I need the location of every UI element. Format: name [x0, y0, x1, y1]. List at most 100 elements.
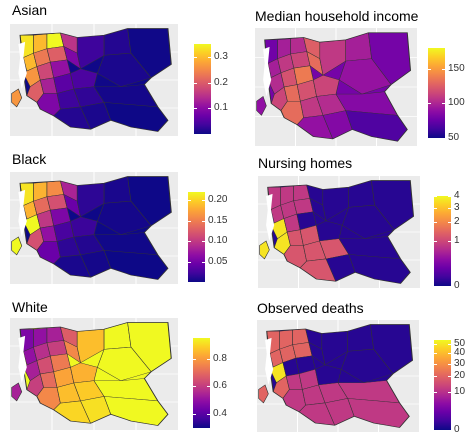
colorbar-tick-mark: [193, 414, 196, 416]
island-region: [256, 95, 267, 116]
map-region: [70, 362, 98, 384]
map-region: [103, 28, 132, 56]
colorbar-tick-mark: [448, 353, 451, 355]
colorbar-tick-mark: [202, 220, 205, 222]
colorbar-tick-mark: [442, 68, 445, 70]
colorbar-tick-label: 150: [448, 62, 465, 74]
island-region: [11, 88, 23, 108]
colorbar-tick-mark: [188, 241, 191, 243]
colorbar-tick-mark: [193, 358, 196, 360]
map-region: [103, 250, 169, 280]
panel-title: Median household income: [255, 8, 419, 24]
island-region: [11, 382, 23, 402]
colorbar-tick-label: 4: [454, 190, 460, 201]
colorbar-tick-label: 0.6: [213, 380, 227, 392]
colorbar-tick-mark: [194, 56, 197, 58]
colorbar-tick-label: 10: [454, 385, 466, 397]
colorbar-tick-mark: [207, 358, 210, 360]
map-region: [340, 348, 394, 383]
island-region: [258, 384, 269, 404]
colorbar-tick-mark: [434, 375, 437, 377]
colorbar-tick-label: 0.2: [214, 76, 228, 88]
colorbar-tick-mark: [442, 138, 445, 139]
colorbar-tick-mark: [194, 108, 197, 110]
colorbar-tick-mark: [194, 82, 197, 84]
colorbar-tick-label: 0.15: [208, 214, 228, 226]
map-region: [348, 254, 411, 284]
colorbar-tick-mark: [448, 222, 451, 224]
colorbar-tick-mark: [208, 108, 211, 110]
colorbar-tick-label: 40: [454, 347, 466, 359]
colorbar-tick-label: 0.4: [213, 408, 227, 420]
colorbar: [194, 44, 211, 134]
choropleth-map: [10, 24, 178, 136]
colorbar-tick-mark: [442, 103, 445, 105]
colorbar-tick-mark: [434, 286, 437, 287]
colorbar-tick-mark: [434, 353, 437, 355]
map-region: [341, 204, 395, 239]
colorbar-tick-label: 0.05: [208, 255, 228, 267]
county-outline: [264, 32, 412, 142]
choropleth-map: [10, 318, 178, 430]
colorbar-tick-mark: [448, 344, 451, 346]
colorbar-tick-mark: [428, 138, 431, 139]
colorbar-tick-mark: [193, 386, 196, 388]
map-region: [313, 74, 340, 97]
colorbar-tick-label: 0.10: [208, 235, 228, 247]
island-region: [11, 236, 23, 256]
colorbar: [434, 340, 451, 430]
map-region: [347, 324, 374, 352]
colorbar-tick-label: 1: [454, 235, 460, 246]
colorbar-tick-label: 0: [454, 280, 460, 291]
colorbar-tick-mark: [188, 200, 191, 202]
map-region: [348, 180, 375, 208]
colorbar-tick-label: 0.3: [214, 50, 228, 62]
colorbar-tick-mark: [448, 391, 451, 393]
colorbar-tick-mark: [202, 261, 205, 263]
colorbar-tick-mark: [208, 56, 211, 58]
county-outline: [19, 176, 172, 280]
colorbar-tick-label: 0.20: [208, 194, 228, 206]
choropleth-map: [257, 320, 419, 432]
county-outline: [267, 180, 415, 284]
colorbar-tick-mark: [448, 375, 451, 377]
water-body: [18, 41, 27, 89]
panel-title: Black: [12, 151, 47, 167]
colorbar: [188, 192, 205, 282]
colorbar-tick-mark: [428, 68, 431, 70]
colorbar-tick-label: 100: [448, 97, 465, 109]
map-region: [103, 176, 132, 204]
colorbar-tick-label: 2: [454, 216, 460, 228]
colorbar-tick-label: 0: [454, 424, 460, 435]
water-body: [265, 337, 274, 385]
colorbar-tick-mark: [448, 196, 451, 197]
colorbar-tick-label: 20: [454, 369, 466, 381]
colorbar-tick-mark: [208, 82, 211, 84]
island-region: [259, 240, 270, 260]
map-region: [316, 220, 343, 242]
map-region: [97, 52, 152, 87]
colorbar-tick-mark: [434, 363, 437, 365]
map-region: [315, 364, 342, 386]
colorbar-tick-label: 50: [448, 132, 460, 143]
colorbar-tick-label: 50: [454, 338, 466, 350]
colorbar-tick-mark: [434, 208, 437, 210]
map-region: [338, 58, 392, 95]
map-region: [103, 396, 169, 426]
map-region: [97, 200, 152, 235]
colorbar-tick-mark: [434, 344, 437, 346]
water-body: [18, 335, 27, 383]
colorbar-tick-label: 30: [454, 357, 466, 369]
panel-title: White: [12, 299, 48, 315]
map-region: [345, 110, 408, 142]
colorbar-tick-mark: [428, 103, 431, 105]
colorbar-tick-mark: [434, 241, 437, 242]
colorbar-tick-mark: [448, 430, 451, 431]
map-region: [103, 322, 132, 350]
colorbar-tick-mark: [188, 261, 191, 263]
colorbar-tick-mark: [202, 241, 205, 243]
colorbar-tick-mark: [434, 196, 437, 197]
map-region: [103, 102, 169, 132]
colorbar-tick-mark: [448, 208, 451, 210]
colorbar: [434, 196, 451, 286]
